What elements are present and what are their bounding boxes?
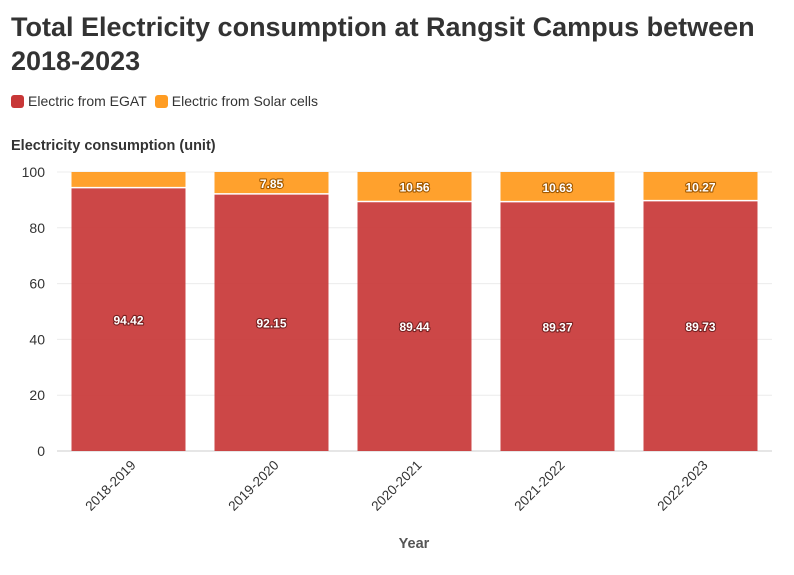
bar-solar-2018-2019 [71,172,186,188]
data-label-solar-2019-2020: 7.85 [260,177,284,191]
legend-item-solar[interactable]: Electric from Solar cells [154,93,319,109]
bar-egat-2021-2022 [500,201,615,451]
x-tick-label-2019-2020: 2019-2020 [225,458,281,514]
legend-label-egat: Electric from EGAT [28,93,147,109]
x-tick-label-2022-2023: 2022-2023 [654,458,710,514]
data-label-solar-2022-2023: 10.27 [685,180,715,194]
bar-solar-2020-2021 [357,172,472,202]
x-tick-label-2018-2019: 2018-2019 [82,458,138,514]
bar-egat-2020-2021 [357,201,472,451]
y-tick-label-60: 60 [29,276,45,292]
data-label-egat-2018-2019: 94.42 [113,313,143,327]
bar-egat-2018-2019 [71,187,186,451]
y-tick-label-100: 100 [22,164,46,180]
bar-egat-2019-2020 [214,193,329,452]
bar-solar-2022-2023 [643,172,758,201]
y-tick-label-80: 80 [29,220,45,236]
y-tick-label-20: 20 [29,387,45,403]
data-label-egat-2022-2023: 89.73 [685,320,715,334]
legend-swatch-solar [154,94,168,108]
data-label-solar-2020-2021: 10.56 [399,181,429,195]
y-tick-label-40: 40 [29,331,45,347]
x-tick-label-2021-2022: 2021-2022 [511,458,567,514]
bar-solar-2019-2020 [214,172,329,194]
data-label-solar-2021-2022: 10.63 [542,181,572,195]
legend: Electric from EGAT Electric from Solar c… [11,93,326,109]
legend-item-egat[interactable]: Electric from EGAT [11,93,147,109]
data-label-egat-2020-2021: 89.44 [399,320,429,334]
data-label-egat-2019-2020: 92.15 [256,316,286,330]
y-tick-label-0: 0 [37,443,45,459]
chart-title: Total Electricity consumption at Rangsit… [11,12,755,76]
data-label-egat-2021-2022: 89.37 [542,320,572,334]
legend-label-solar: Electric from Solar cells [171,93,319,109]
x-tick-label-2020-2021: 2020-2021 [368,458,424,514]
y-axis-title: Electricity consumption (unit) [11,138,216,154]
bar-egat-2022-2023 [643,200,758,451]
bar-solar-2021-2022 [500,172,615,202]
x-axis-title: Year [398,536,430,552]
legend-swatch-egat [11,94,24,108]
